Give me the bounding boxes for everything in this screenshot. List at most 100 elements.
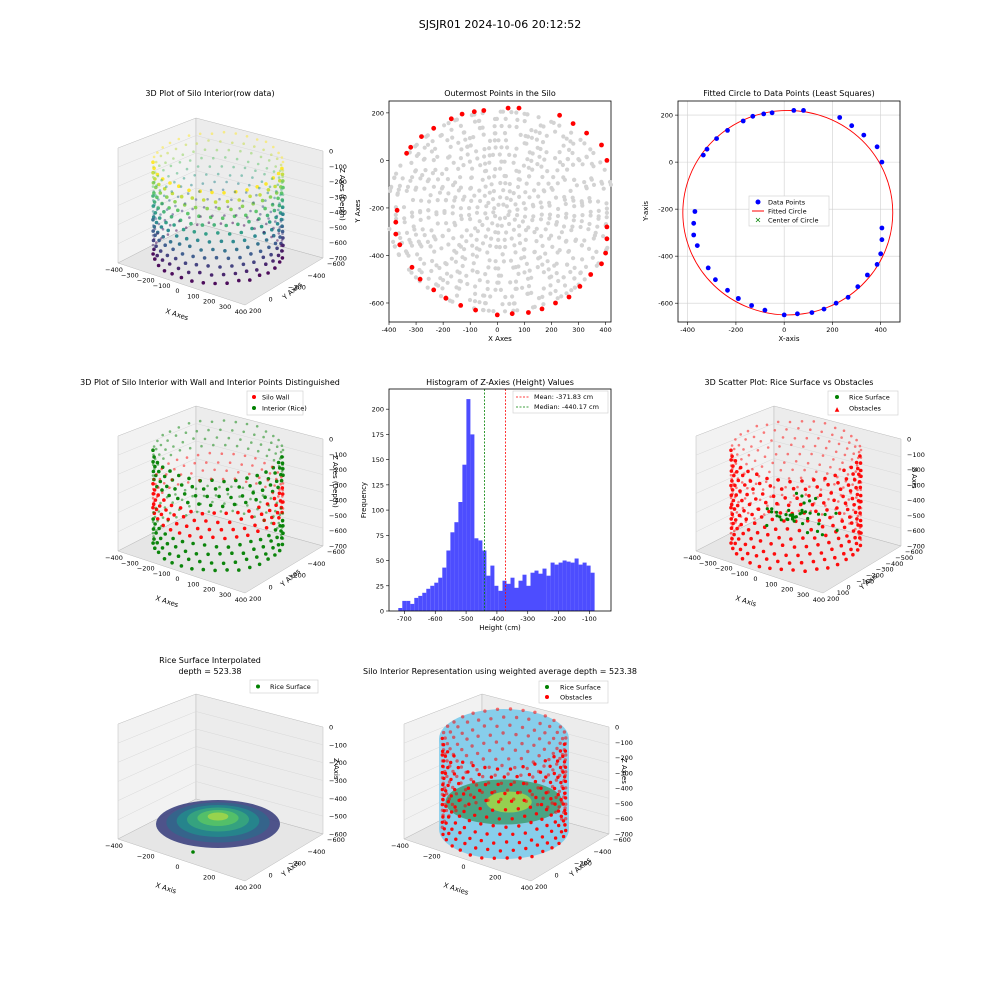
y-tick-label: −200: [288, 860, 306, 868]
silo-point: [730, 500, 734, 504]
interior-point: [443, 197, 449, 203]
silo-point: [281, 236, 285, 240]
silo-point: [181, 514, 186, 519]
obstacle-point: [551, 751, 555, 756]
obstacle-point: [562, 730, 567, 734]
interior-point: [425, 239, 430, 244]
obstacle-point: [448, 730, 453, 734]
silo-point: [782, 519, 786, 523]
interior-point: [557, 248, 562, 253]
silo-point: [153, 467, 156, 471]
interior-point: [591, 182, 597, 187]
silo-point: [161, 227, 165, 231]
silo-point: [271, 521, 276, 526]
silo-point: [234, 214, 238, 217]
silo-point: [824, 446, 828, 450]
silo-point: [791, 568, 795, 572]
silo-point: [855, 492, 860, 497]
interior-point: [522, 119, 527, 124]
interior-point: [422, 261, 427, 266]
silo-point: [216, 520, 220, 525]
legend-marker-data-points: [755, 199, 761, 205]
silo-point: [808, 552, 812, 556]
silo-point: [792, 545, 797, 549]
interior-point: [522, 270, 527, 275]
silo-point: [190, 183, 193, 187]
interior-point: [495, 223, 500, 228]
z-tick-label: −700: [907, 543, 925, 551]
silo-point: [230, 264, 234, 268]
silo-point: [187, 422, 191, 425]
silo-point: [858, 485, 863, 490]
silo-point: [850, 496, 855, 501]
interior-point: [482, 193, 487, 198]
interior-point: [544, 150, 549, 155]
interior-point: [475, 156, 480, 161]
x-tick-label: −200: [423, 853, 441, 861]
interior-point: [430, 171, 435, 176]
silo-point: [826, 472, 829, 475]
silo-point: [152, 155, 156, 159]
obstacle-point: [465, 720, 470, 724]
interior-point: [392, 175, 397, 181]
legend-marker-rep-rice: [545, 685, 549, 689]
silo-point: [210, 132, 214, 135]
silo-point: [729, 483, 733, 488]
silo-point: [167, 262, 172, 266]
interior-point: [492, 116, 498, 122]
z-tick-label: −600: [329, 239, 347, 247]
interior-point: [420, 173, 425, 178]
silo-point: [836, 536, 841, 541]
interior-point: [513, 250, 518, 255]
silo-point: [280, 181, 284, 184]
obstacle-point: [541, 849, 545, 854]
silo-point: [279, 450, 283, 454]
rice-surface-point: [191, 850, 195, 854]
silo-point: [732, 507, 736, 510]
obstacle-point: [440, 825, 444, 829]
inner-point: [815, 529, 820, 534]
interior-point: [396, 252, 402, 258]
silo-point: [275, 535, 279, 540]
obstacle-point: [560, 736, 565, 741]
silo-point: [165, 185, 168, 188]
obstacle-point: [507, 741, 511, 745]
silo-point: [250, 515, 254, 519]
silo-point: [267, 220, 272, 224]
interior-point: [487, 153, 492, 158]
silo-point: [838, 487, 843, 492]
interior-point: [553, 129, 558, 134]
silo-point: [244, 500, 248, 505]
interior-point: [488, 294, 493, 299]
silo-point: [794, 460, 798, 463]
silo-point: [838, 467, 842, 471]
silo-point: [231, 527, 235, 532]
interior-point: [507, 189, 512, 194]
silo-point: [173, 467, 176, 471]
obstacle-point: [564, 770, 568, 774]
interior-point: [569, 130, 574, 135]
silo-point: [279, 244, 283, 248]
silo-point: [193, 461, 196, 465]
silo-point: [247, 219, 251, 224]
data-point: [874, 262, 880, 267]
silo-point: [261, 205, 265, 208]
interior-point: [449, 127, 454, 132]
hist-bar: [450, 532, 455, 611]
interior-point: [516, 271, 521, 276]
interior-point: [437, 265, 442, 271]
silo-point: [228, 174, 232, 177]
obstacle-point: [466, 786, 471, 790]
silo-point: [241, 551, 246, 555]
silo-point: [237, 568, 241, 572]
silo-point: [817, 437, 820, 440]
x-tick-label: 200: [781, 586, 793, 594]
silo-point: [177, 219, 181, 223]
interior-point: [499, 159, 504, 164]
silo-point: [278, 457, 282, 460]
interior-point: [402, 216, 407, 221]
silo-point: [194, 198, 198, 201]
silo-point: [151, 541, 155, 545]
interior-point: [409, 210, 415, 215]
outer-point: [526, 310, 531, 315]
